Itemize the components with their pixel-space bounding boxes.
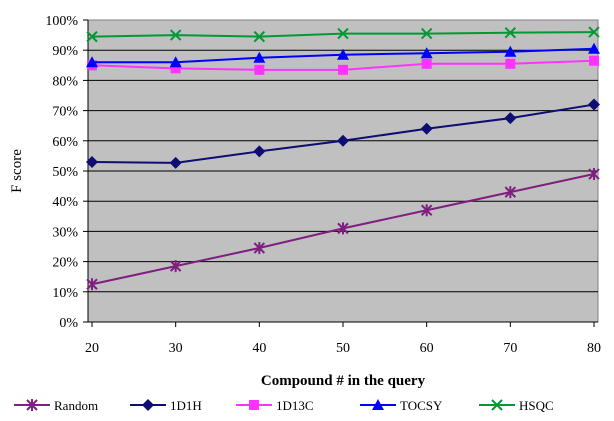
data-point-tocsy: [86, 56, 98, 68]
data-point-hsqc: [588, 26, 600, 38]
data-point-hsqc: [86, 30, 98, 43]
y-tick-label: 0%: [59, 316, 78, 331]
x-tick-label: 80: [587, 341, 601, 356]
data-point-1d1h: [420, 122, 433, 135]
data-point-1d13c: [505, 58, 516, 69]
legend-item-1d1h: 1D1H: [130, 398, 202, 413]
legend-item-hsqc: HSQC: [479, 398, 554, 413]
y-tick-label: 30%: [52, 225, 78, 240]
data-point-1d13c: [421, 58, 432, 69]
data-point-random: [588, 168, 600, 181]
y-axis-title: F score: [9, 149, 25, 193]
data-point-1d1h: [86, 155, 98, 168]
legend-marker: [372, 399, 384, 410]
data-point-1d13c: [254, 64, 265, 75]
y-tick-label: 40%: [52, 195, 78, 210]
data-point-1d13c: [338, 64, 348, 75]
x-axis-title: Compound # in the query: [261, 373, 426, 389]
legend-item-random: Random: [14, 398, 98, 413]
legend-marker: [491, 399, 503, 411]
data-point-random: [253, 242, 266, 255]
legend-item-1d13c: 1D13C: [236, 398, 314, 413]
data-point-tocsy: [588, 42, 600, 54]
x-tick-label: 50: [336, 341, 350, 356]
y-tick-label: 50%: [52, 165, 78, 180]
data-point-1d1h: [253, 145, 266, 158]
data-point-random: [86, 278, 98, 291]
data-point-1d1h: [337, 134, 349, 147]
data-point-hsqc: [337, 27, 349, 40]
data-point-hsqc: [420, 27, 433, 40]
data-point-hsqc: [253, 30, 266, 43]
data-point-random: [420, 204, 433, 217]
y-tick-label: 80%: [52, 74, 78, 89]
x-axis-ticks: 20 30 40 50 60 70 80: [85, 322, 601, 356]
legend-item-tocsy: TOCSY: [360, 398, 443, 413]
x-tick-label: 20: [85, 341, 99, 356]
legend-label: 1D13C: [276, 398, 314, 413]
y-axis-ticks: 0% 10% 20% 30% 40% 50% 60% 70% 80% 90% 100%: [45, 14, 598, 331]
x-tick-label: 30: [169, 341, 183, 356]
data-point-hsqc: [169, 29, 182, 41]
y-tick-label: 70%: [52, 105, 78, 120]
legend-label: TOCSY: [400, 398, 443, 413]
data-point-tocsy: [253, 51, 266, 63]
y-tick-label: 60%: [52, 135, 78, 150]
y-tick-label: 90%: [52, 44, 78, 59]
legend: Random 1D1H 1D13C TOCSY HSQC: [14, 398, 554, 413]
data-point-1d1h: [504, 112, 517, 125]
data-point-tocsy: [504, 45, 517, 57]
y-tick-label: 20%: [52, 256, 78, 271]
data-point-hsqc: [504, 26, 517, 39]
data-point-tocsy: [337, 48, 349, 60]
data-point-random: [169, 260, 182, 273]
data-point-1d1h: [588, 98, 600, 111]
legend-marker: [249, 400, 259, 410]
legend-label: Random: [54, 398, 98, 413]
data-point-1d1h: [169, 156, 182, 169]
data-point-tocsy: [169, 56, 182, 68]
legend-label: 1D1H: [170, 398, 202, 413]
data-point-1d13c: [589, 55, 599, 66]
legend-label: HSQC: [519, 398, 554, 413]
x-tick-label: 70: [503, 341, 517, 356]
series-group: [86, 26, 600, 291]
data-point-random: [504, 186, 517, 199]
x-tick-label: 60: [420, 341, 434, 356]
y-tick-label: 10%: [52, 286, 78, 301]
x-tick-label: 40: [252, 341, 266, 356]
data-point-1d13c: [170, 63, 181, 74]
legend-marker: [26, 399, 38, 411]
legend-marker: [142, 399, 154, 411]
y-tick-label: 100%: [45, 14, 78, 29]
data-point-random: [337, 222, 349, 235]
data-point-tocsy: [420, 47, 433, 59]
